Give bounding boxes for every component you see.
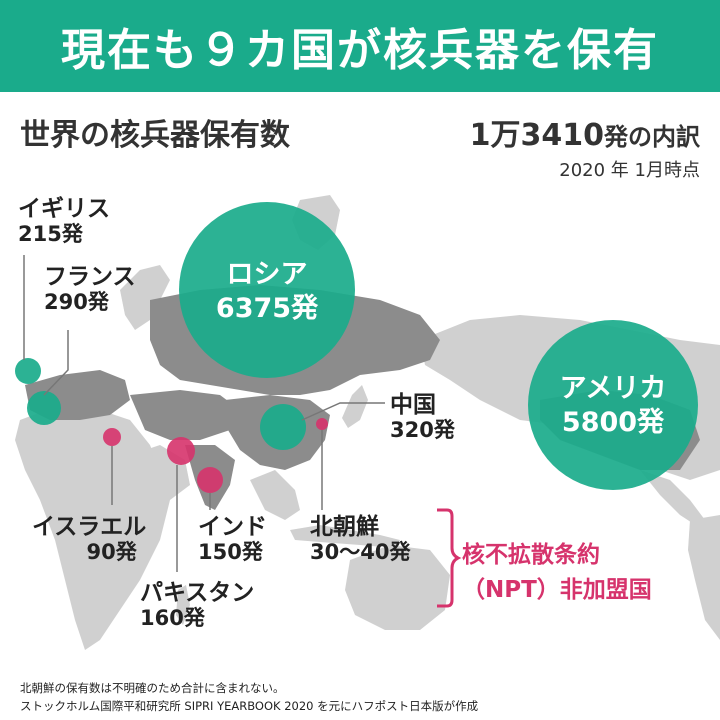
- africa: [15, 405, 170, 650]
- footnote-1: 北朝鮮の保有数は不明確のため合計に含まれない。: [20, 681, 285, 695]
- usa-count: 5800発: [561, 406, 665, 438]
- pakistan-bubble: [167, 437, 195, 465]
- southeast-asia: [250, 470, 300, 520]
- china-leader: [301, 402, 385, 421]
- india-name: インド: [198, 514, 267, 540]
- israel-name: イスラエル: [32, 514, 147, 540]
- russia-bubble-label: ロシア 6375発: [212, 258, 322, 326]
- title-banner: 現在も９カ国が核兵器を保有: [0, 0, 720, 92]
- page-title: 現在も９カ国が核兵器を保有: [61, 25, 659, 76]
- north-korea-bubble: [316, 418, 328, 430]
- usa-bubble: [528, 320, 698, 490]
- scandinavia: [120, 265, 170, 330]
- china-count: 320発: [390, 418, 455, 443]
- footnote-2: ストックホルム国際平和研究所 SIPRI YEARBOOK 2020 を元にハフ…: [20, 698, 479, 713]
- uk-count: 215発: [18, 222, 83, 247]
- total-value: 1万3410: [469, 118, 604, 153]
- total-suffix: 発の内訳: [604, 123, 700, 151]
- npt-bracket: [437, 508, 462, 608]
- north-korea-label: 北朝鮮 30～40発: [310, 514, 410, 565]
- indonesia: [290, 525, 400, 548]
- france-leader: [43, 330, 69, 396]
- china-bubble: [260, 404, 306, 450]
- north-korea-count: 30～40発: [310, 540, 411, 565]
- france-count: 290発: [44, 290, 109, 315]
- china-label: 中国 320発: [390, 392, 455, 443]
- russia-bubble: [179, 202, 355, 378]
- central-america: [640, 470, 705, 528]
- map-subtitle: 世界の核兵器保有数: [20, 118, 290, 153]
- india-label: インド 150発: [198, 514, 267, 565]
- usa-bubble-label: アメリカ 5800発: [553, 372, 673, 440]
- npt-line1: 核不拡散条約: [462, 542, 600, 568]
- south-america: [688, 515, 720, 640]
- north-korea-name: 北朝鮮: [310, 514, 379, 540]
- israel-bubble: [103, 428, 121, 446]
- pakistan-count: 160発: [140, 606, 205, 631]
- israel-count: 90発: [86, 540, 137, 565]
- russia-count: 6375発: [215, 292, 319, 324]
- madagascar: [176, 585, 190, 625]
- israel-label: イスラエル 90発: [32, 514, 146, 565]
- france-label: フランス 290発: [44, 264, 136, 315]
- russia-name: ロシア: [226, 259, 308, 290]
- uk-name: イギリス: [18, 196, 110, 222]
- date-label: 2020 年 1月時点: [559, 160, 700, 181]
- uk-bubble: [15, 358, 41, 384]
- pakistan-name: パキスタン: [140, 580, 255, 606]
- total-count: 1万3410発の内訳: [470, 110, 700, 154]
- pakistan-label: パキスタン 160発: [140, 580, 254, 631]
- usa-name: アメリカ: [559, 373, 667, 404]
- footnotes: 北朝鮮の保有数は不明確のため合計に含まれない。 ストックホルム国際平和研究所 S…: [20, 680, 478, 716]
- uk-label: イギリス 215発: [18, 196, 110, 247]
- central-asia-land: [130, 390, 240, 440]
- france-name: フランス: [44, 264, 136, 290]
- australia: [345, 545, 450, 630]
- france-bubble: [27, 391, 61, 425]
- india-count: 150発: [198, 540, 263, 565]
- leader-lines: [23, 255, 385, 572]
- japan: [342, 385, 368, 428]
- npt-label: 核不拡散条約 （NPT）非加盟国: [462, 538, 652, 607]
- china-name: 中国: [390, 392, 436, 418]
- india-bubble: [197, 467, 223, 493]
- npt-line2: （NPT）非加盟国: [462, 576, 652, 603]
